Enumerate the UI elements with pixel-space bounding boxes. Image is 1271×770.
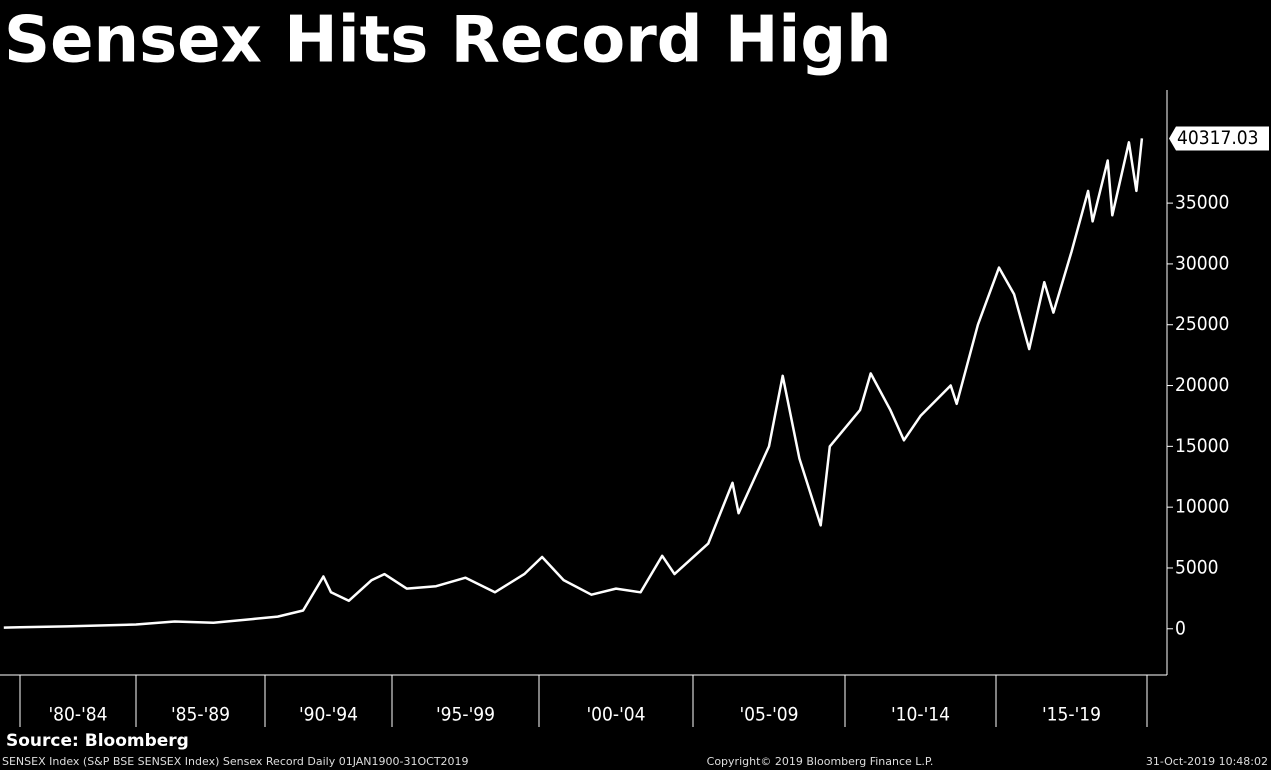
y-tick-label: 20000 bbox=[1175, 374, 1229, 396]
x-period-label: '90-'94 bbox=[299, 704, 358, 726]
footer-left: SENSEX Index (S&P BSE SENSEX Index) Sens… bbox=[2, 755, 469, 768]
source: Source: Bloomberg bbox=[6, 731, 189, 751]
y-tick-label: 5000 bbox=[1175, 556, 1219, 578]
x-period-label: '95-'99 bbox=[436, 704, 495, 726]
footer-right: 31-Oct-2019 10:48:02 bbox=[1146, 755, 1268, 768]
last-value-label: 40317.03 bbox=[1177, 127, 1259, 149]
chart-title: Sensex Hits Record High bbox=[4, 4, 892, 78]
x-period-label: '00-'04 bbox=[586, 704, 645, 726]
y-tick-label: 15000 bbox=[1175, 435, 1229, 457]
x-period-label: '15-'19 bbox=[1042, 704, 1101, 726]
line bbox=[3, 138, 1144, 629]
y-tick-label: 25000 bbox=[1175, 313, 1229, 335]
x-period-label: '05-'09 bbox=[739, 704, 798, 726]
y-tick-label: 0 bbox=[1175, 617, 1186, 639]
y-tick-label: 10000 bbox=[1175, 496, 1229, 518]
x-period-label: '80-'84 bbox=[48, 704, 107, 726]
x-period-label: '85-'89 bbox=[171, 704, 230, 726]
y-tick-label: 30000 bbox=[1175, 252, 1229, 274]
x-period-label: '10-'14 bbox=[891, 704, 950, 726]
y-tick-label: 35000 bbox=[1175, 192, 1229, 214]
footer-center: Copyright© 2019 Bloomberg Finance L.P. bbox=[707, 755, 934, 768]
last-value-box bbox=[1169, 126, 1269, 151]
